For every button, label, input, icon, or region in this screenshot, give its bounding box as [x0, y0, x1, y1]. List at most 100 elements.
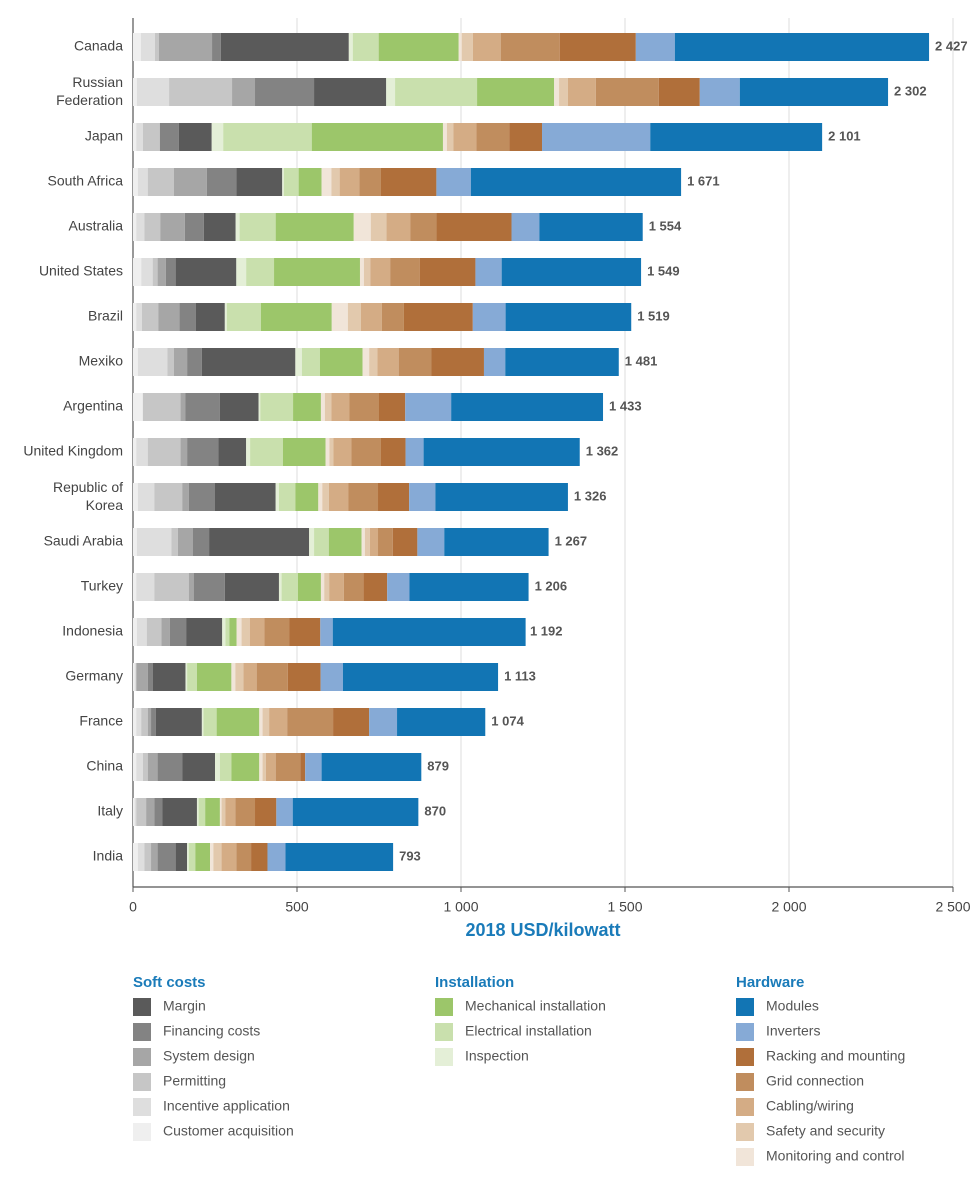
bar-segment [370, 213, 387, 241]
bar-segment [475, 258, 502, 286]
bar-segment [141, 303, 159, 331]
bar-segment [198, 798, 206, 826]
legend-swatch [435, 1023, 453, 1041]
bar-segment [213, 843, 222, 871]
bar-segment [359, 168, 381, 196]
category-label: Indonesia [62, 623, 123, 639]
bar-segment [210, 843, 214, 871]
bar-segment [177, 528, 193, 556]
bar-segment [158, 33, 213, 61]
bar-segment [186, 618, 223, 646]
bar-segment [142, 123, 160, 151]
bar-segment [461, 33, 473, 61]
bar-segment [169, 78, 233, 106]
total-label: 1 554 [649, 218, 682, 233]
bar-segment [161, 618, 170, 646]
bar-segment [175, 843, 188, 871]
legend-swatch [736, 1098, 754, 1116]
legend-heading: Hardware [736, 974, 804, 991]
bar-segment [410, 213, 437, 241]
legend-swatch [736, 1123, 754, 1141]
bar-segment [220, 33, 349, 61]
bar-segment [133, 438, 137, 466]
bar-segment [325, 438, 330, 466]
bar-segment [287, 708, 334, 736]
legend-label: Safety and security [766, 1123, 885, 1139]
total-label: 879 [427, 758, 449, 773]
bar-segment [157, 843, 176, 871]
bar-segment [182, 753, 215, 781]
legend-swatch [133, 1073, 151, 1091]
bar-segment [318, 483, 323, 511]
bar-segment [282, 438, 326, 466]
bar-segment [255, 78, 315, 106]
bar-segment [287, 663, 321, 691]
bar-segment [162, 798, 197, 826]
total-label: 1 671 [687, 173, 720, 188]
legend-swatch [133, 1048, 151, 1066]
bar-segment [269, 708, 288, 736]
legend-label: Racking and mounting [766, 1048, 905, 1064]
legend-swatch [736, 1073, 754, 1091]
bar-segment [133, 123, 137, 151]
category-label: United States [39, 263, 123, 279]
bar-segment [392, 528, 418, 556]
bar-segment [136, 303, 142, 331]
total-label: 2 427 [935, 38, 968, 53]
bar-segment [501, 258, 642, 286]
legend-heading: Installation [435, 974, 514, 991]
legend-label: Financing costs [163, 1023, 260, 1039]
bar-segment [133, 798, 135, 826]
bar-segment [435, 483, 568, 511]
bar-segment [211, 123, 224, 151]
bar-segment [136, 708, 142, 736]
bar-segment [542, 123, 651, 151]
bar-segment [378, 33, 459, 61]
bar-segment [379, 393, 406, 421]
bar-segment [196, 798, 199, 826]
bar-segment [157, 258, 166, 286]
bar-segment [309, 528, 315, 556]
total-label: 1 519 [637, 308, 670, 323]
total-label: 1 206 [535, 578, 568, 593]
bar-segment [215, 753, 220, 781]
bar-segment [136, 798, 147, 826]
bar-segment [321, 753, 422, 781]
bar-segment [224, 573, 279, 601]
bar-segment [363, 573, 388, 601]
legend-label: Cabling/wiring [766, 1098, 854, 1114]
bar-segment [133, 348, 138, 376]
bar-segment [658, 78, 700, 106]
bar-segment [136, 573, 155, 601]
bar-segment [137, 483, 155, 511]
bar-segment [331, 303, 348, 331]
bar-segment [361, 528, 365, 556]
bar-segment [134, 798, 137, 826]
bar-segment [188, 843, 196, 871]
bar-segment [219, 798, 222, 826]
bar-segment [314, 78, 387, 106]
bar-segment [219, 393, 259, 421]
bar-segment [184, 213, 204, 241]
bar-segment [147, 708, 152, 736]
bar-segment [250, 438, 283, 466]
bar-segment [155, 708, 202, 736]
bar-segment [151, 843, 158, 871]
bar-segment [187, 348, 202, 376]
bar-segment [226, 303, 261, 331]
bar-segment [324, 573, 330, 601]
bar-segment [201, 348, 296, 376]
bar-segment [369, 528, 379, 556]
bar-segment [136, 123, 143, 151]
x-tick-label: 500 [285, 899, 309, 915]
bar-segment [378, 483, 410, 511]
bar-segment [243, 663, 257, 691]
bar-segment [146, 798, 155, 826]
bar-segment [221, 798, 226, 826]
bar-segment [275, 213, 354, 241]
bar-segment [133, 708, 137, 736]
bar-segment [476, 123, 510, 151]
legend-swatch [133, 1098, 151, 1116]
bar-segment [320, 573, 325, 601]
bar-segment [453, 123, 477, 151]
